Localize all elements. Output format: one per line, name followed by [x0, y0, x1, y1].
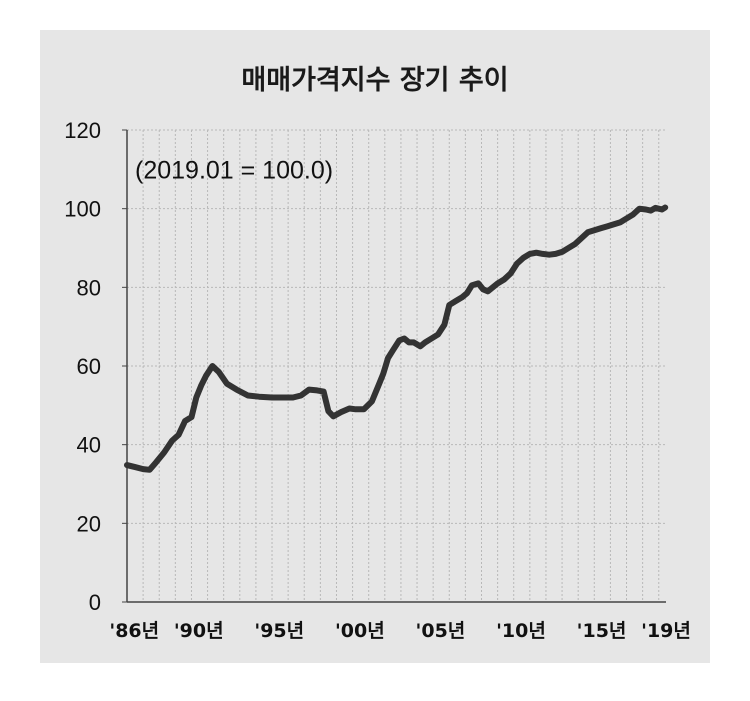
y-tick-label: 100 [64, 197, 101, 222]
x-tick-label: '90년 [174, 620, 224, 642]
y-tick-label: 0 [89, 590, 101, 615]
x-tick-label: '05년 [416, 620, 466, 642]
x-tick-label: '86년 [109, 620, 159, 642]
y-tick-label: 20 [77, 511, 101, 536]
y-tick-label: 40 [77, 433, 101, 458]
y-axis-ticks: 0 20 40 60 80 100 120 [64, 118, 127, 615]
chart-title: 매매가격지수 장기 추이 [241, 65, 509, 96]
y-tick-label: 60 [77, 354, 101, 379]
x-axis-ticks: '86년 '90년 '95년 '00년 '05년 '10년 '15년 '19년 [109, 620, 690, 642]
series-line [124, 204, 669, 473]
grid [127, 129, 666, 602]
x-tick-label: '15년 [577, 620, 627, 642]
x-tick-label: '19년 [641, 620, 691, 642]
base-annotation: (2019.01 = 100.0) [135, 156, 333, 184]
y-tick-label: 80 [77, 275, 101, 300]
y-tick-label: 120 [64, 118, 101, 143]
x-tick-label: '00년 [335, 620, 385, 642]
x-tick-label: '95년 [254, 620, 304, 642]
series-group [124, 204, 669, 473]
x-tick-label: '10년 [496, 620, 546, 642]
chart-panel [40, 30, 710, 663]
